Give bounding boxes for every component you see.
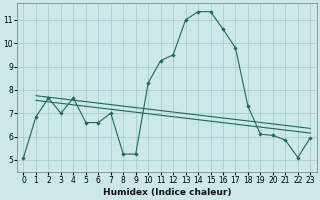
X-axis label: Humidex (Indice chaleur): Humidex (Indice chaleur) <box>103 188 231 197</box>
